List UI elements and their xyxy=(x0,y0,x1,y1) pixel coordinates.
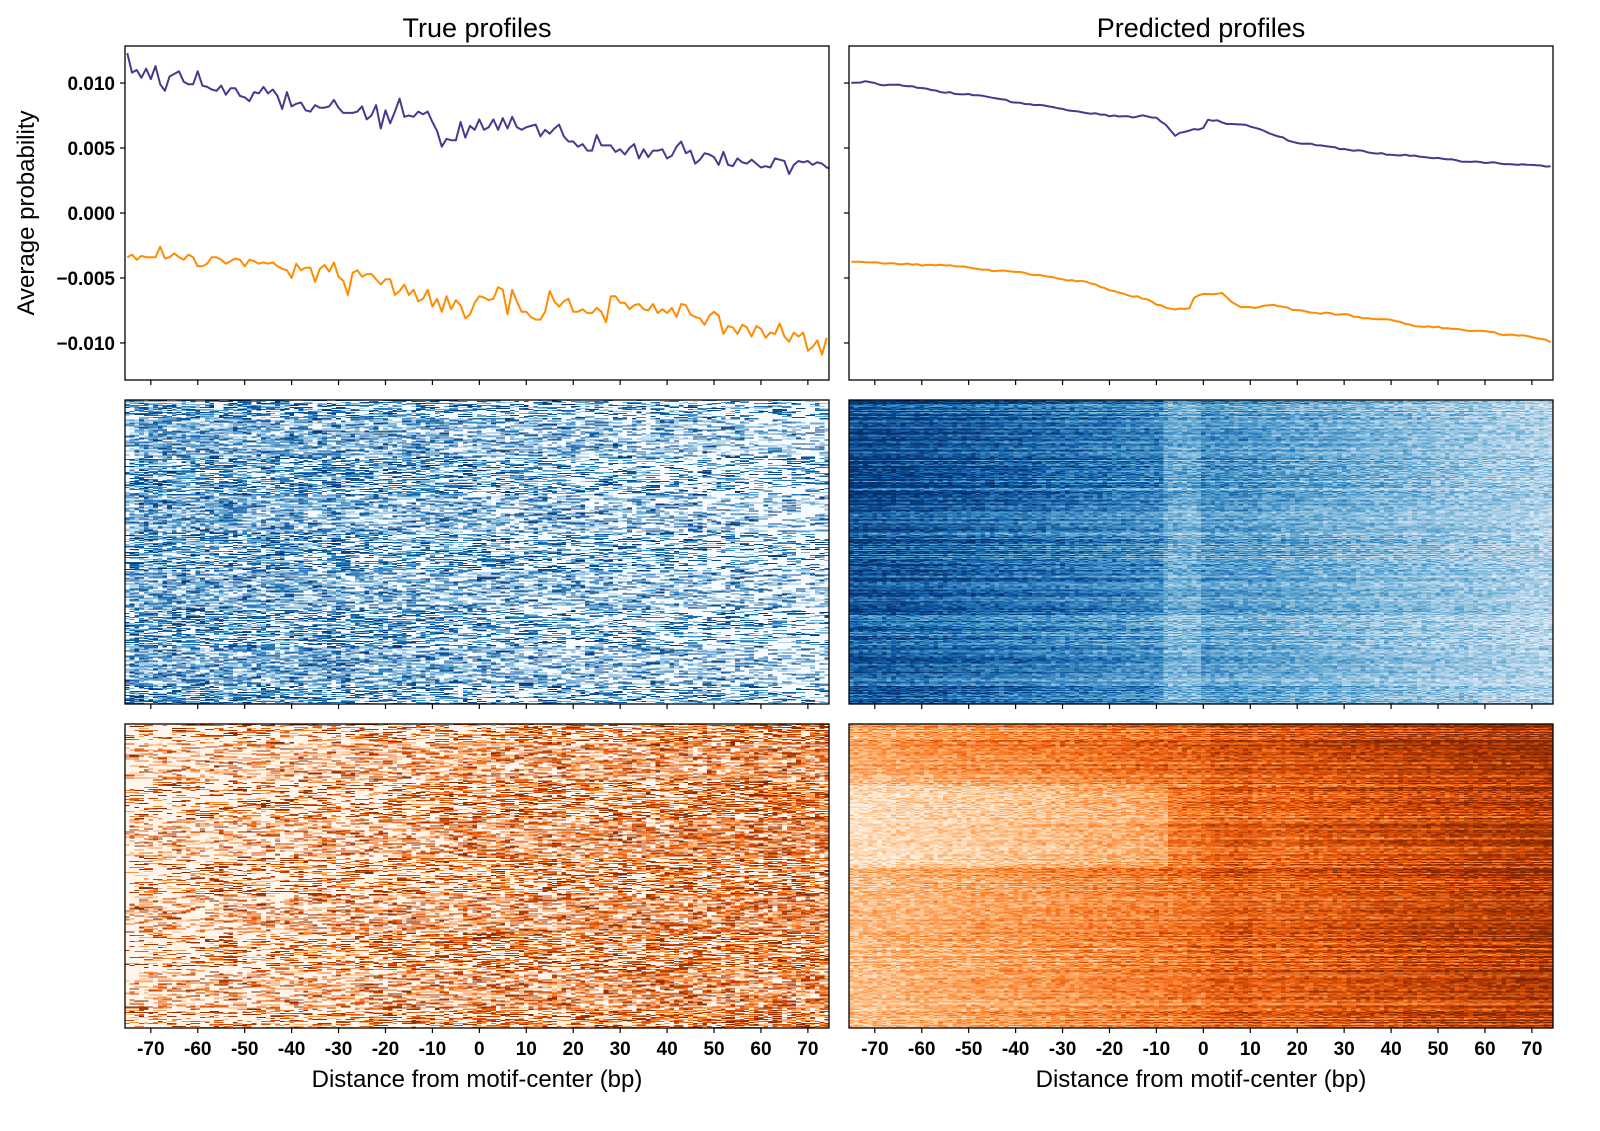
y-axis-label: Average probability xyxy=(13,110,40,315)
x-tick-label: -50 xyxy=(231,1039,258,1060)
x-tick-label: -50 xyxy=(955,1039,982,1060)
x-tick-label: 0 xyxy=(474,1039,485,1060)
predicted-profile-line-forward-line xyxy=(851,80,1551,168)
axes-frame-r1-c1 xyxy=(848,399,1554,705)
x-tick-label: -60 xyxy=(908,1039,935,1060)
x-tick-label: 50 xyxy=(1427,1039,1448,1060)
axes-frame-r2-c1 xyxy=(848,723,1554,1029)
x-tick-label: -70 xyxy=(137,1039,164,1060)
x-tick-label: 0 xyxy=(1198,1039,1209,1060)
x-tick-label: -20 xyxy=(1096,1039,1123,1060)
x-tick-label: 40 xyxy=(1381,1039,1402,1060)
x-axis-label-right: Distance from motif-center (bp) xyxy=(1036,1066,1367,1093)
y-tick-label: 0.000 xyxy=(67,204,115,225)
x-tick-label: 40 xyxy=(657,1039,678,1060)
x-tick-label: 10 xyxy=(516,1039,537,1060)
true-profile-line-forward-line xyxy=(126,52,829,175)
axes-frame-r0-c1 xyxy=(848,45,1554,381)
x-tick-label: 20 xyxy=(1287,1039,1308,1060)
y-tick-label: −0.010 xyxy=(56,334,115,355)
predicted-profile-line-reverse-line xyxy=(851,260,1552,344)
axes-frame-r0-c0 xyxy=(124,45,830,381)
predicted-forward-heatmap xyxy=(849,400,1553,704)
x-tick-label: 60 xyxy=(1474,1039,1495,1060)
true-reverse-heatmap xyxy=(125,724,829,1028)
x-tick-label: -70 xyxy=(861,1039,888,1060)
tick-label-layer: -70 -60 -50 -40 -30 -20 -10 0 10 20 30 40 50 60 70 -70-… xyxy=(56,74,1542,1060)
x-tick-label: 70 xyxy=(1521,1039,1542,1060)
x-axis-label-left: Distance from motif-center (bp) xyxy=(312,1066,643,1093)
axes-frame-r1-c0 xyxy=(124,399,830,705)
x-tick-label: 70 xyxy=(797,1039,818,1060)
x-tick-label: -60 xyxy=(184,1039,211,1060)
y-tick-label: 0.010 xyxy=(67,74,115,95)
y-tick-label: −0.005 xyxy=(56,269,115,290)
x-tick-label: -30 xyxy=(325,1039,352,1060)
x-tick-label: -20 xyxy=(372,1039,399,1060)
heatmap-layer xyxy=(125,400,1553,1028)
x-tick-label: -30 xyxy=(1049,1039,1076,1060)
x-tick-label: 50 xyxy=(703,1039,724,1060)
predicted-reverse-heatmap xyxy=(849,724,1553,1028)
true-forward-heatmap xyxy=(125,400,829,704)
title-true-profiles: True profiles xyxy=(402,13,551,43)
x-tick-label: -40 xyxy=(1002,1039,1029,1060)
x-tick-label: 10 xyxy=(1240,1039,1261,1060)
axes-layer xyxy=(120,45,1554,1033)
x-tick-label: 30 xyxy=(1334,1039,1355,1060)
line-layer xyxy=(126,52,1552,356)
x-tick-label: 60 xyxy=(750,1039,771,1060)
y-tick-label: 0.005 xyxy=(67,139,115,160)
x-tick-label: 30 xyxy=(610,1039,631,1060)
x-tick-label: -10 xyxy=(1143,1039,1170,1060)
x-tick-label: 20 xyxy=(563,1039,584,1060)
x-tick-label: -40 xyxy=(278,1039,305,1060)
x-tick-label: -10 xyxy=(419,1039,446,1060)
true-profile-line-reverse-line xyxy=(126,245,828,356)
title-predicted-profiles: Predicted profiles xyxy=(1097,13,1306,43)
axes-frame-r2-c0 xyxy=(124,723,830,1029)
